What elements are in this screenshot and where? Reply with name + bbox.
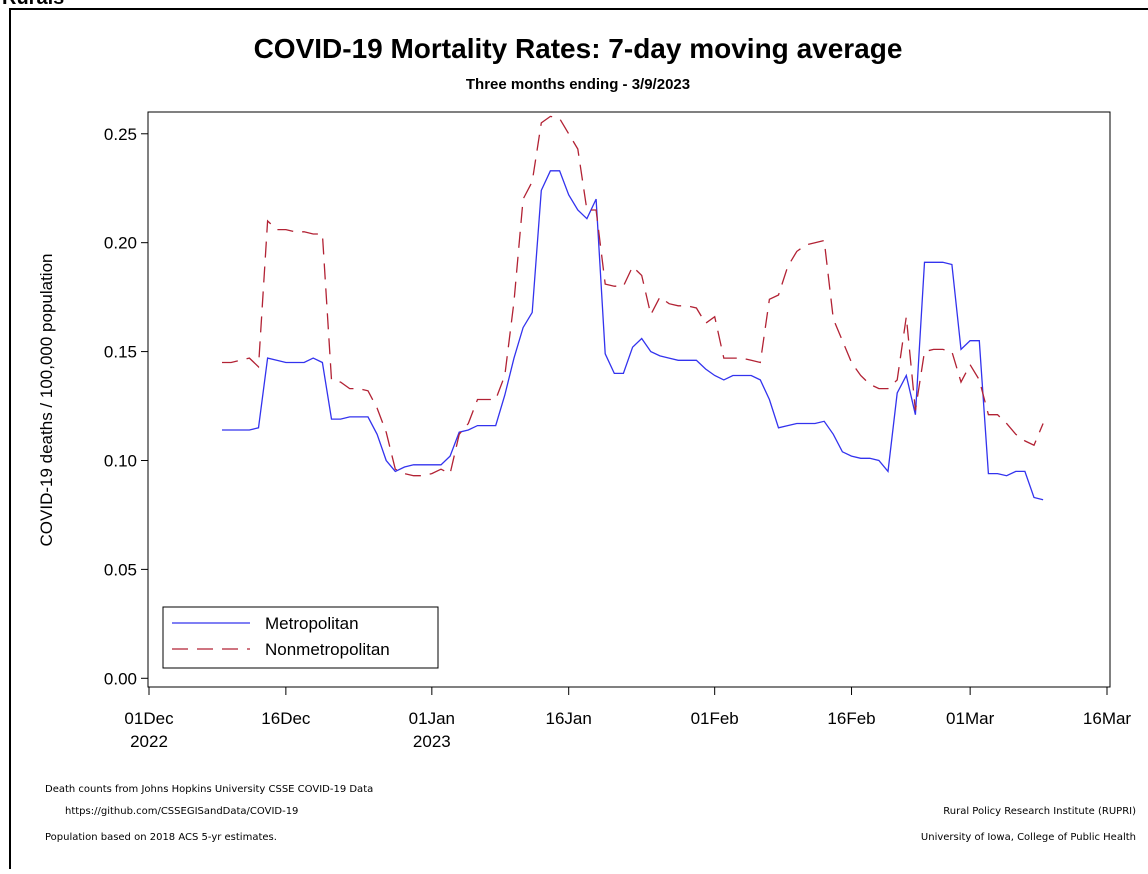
x-tick-year: 2023 (413, 732, 451, 751)
header: Rurals (2, 0, 64, 9)
chart-subtitle: Three months ending - 3/9/2023 (466, 76, 690, 93)
footnote: Death counts from Johns Hopkins Universi… (45, 784, 373, 795)
legend-label: Nonmetropolitan (265, 640, 390, 659)
x-tick-label: 16Feb (827, 709, 875, 728)
x-tick-label: 01Mar (946, 709, 995, 728)
legend-label: Metropolitan (265, 614, 359, 633)
x-tick-label: 01Dec (124, 709, 174, 728)
y-tick-label: 0.05 (104, 560, 137, 579)
x-tick-label: 16Dec (261, 709, 311, 728)
plot-frame (147, 111, 1111, 688)
footnote: Rural Policy Research Institute (RUPRI) (943, 806, 1136, 817)
series-line (222, 115, 1044, 477)
y-tick-label: 0.00 (104, 669, 137, 688)
y-axis-label: COVID-19 deaths / 100,000 population (37, 254, 56, 547)
x-tick-label: 16Mar (1083, 709, 1132, 728)
x-tick-label: 01Jan (409, 709, 455, 728)
x-tick-label: 01Feb (691, 709, 739, 728)
x-tick-label: 16Jan (546, 709, 592, 728)
legend-box (162, 606, 439, 669)
chart-title: COVID-19 Mortality Rates: 7-day moving a… (254, 33, 903, 64)
footnote: University of Iowa, College of Public He… (921, 832, 1136, 843)
y-tick-label: 0.25 (104, 125, 137, 144)
footnote: Population based on 2018 ACS 5-yr estima… (45, 832, 277, 843)
footnote: https://github.com/CSSEGISandData/COVID-… (65, 806, 298, 817)
y-tick-label: 0.15 (104, 343, 137, 362)
y-tick-label: 0.20 (104, 234, 137, 253)
x-tick-year: 2022 (130, 732, 168, 751)
outer-border (9, 8, 1148, 874)
y-tick-label: 0.10 (104, 451, 137, 470)
series-line (222, 170, 1044, 501)
